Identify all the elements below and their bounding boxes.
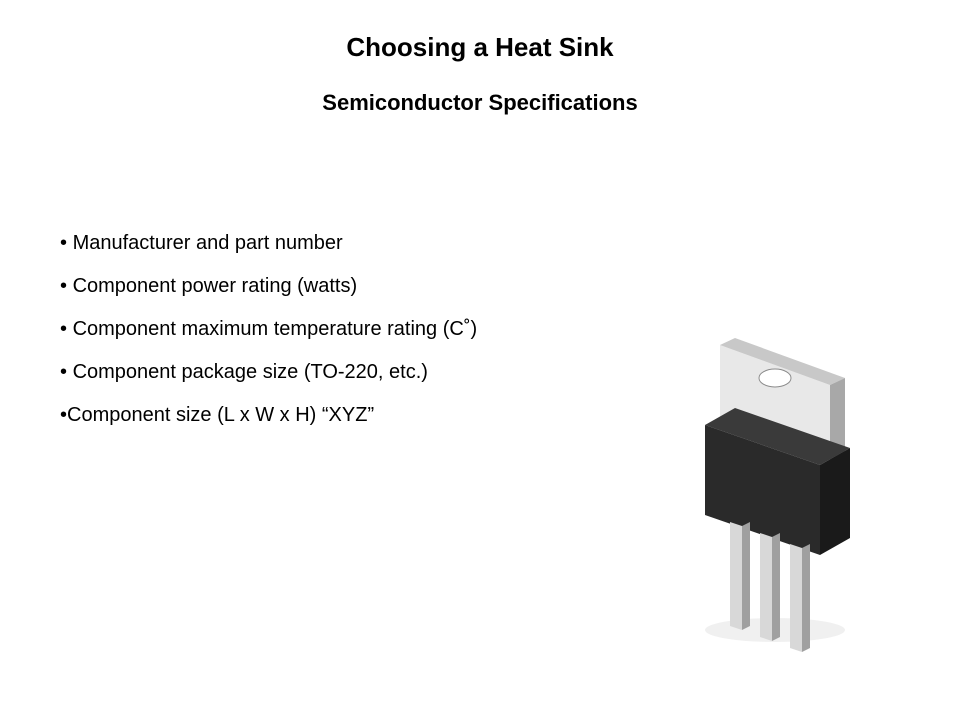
- bullet-item: Manufacturer and part number: [60, 230, 620, 257]
- to220-component-icon: [625, 330, 885, 660]
- page-subtitle: Semiconductor Specifications: [0, 90, 960, 116]
- bullet-item: Component package size (TO-220, etc.): [60, 359, 620, 386]
- bullet-item: Component power rating (watts): [60, 273, 620, 300]
- lead-side: [772, 533, 780, 641]
- bullet-ul: Manufacturer and part number Component p…: [60, 230, 620, 429]
- page-title: Choosing a Heat Sink: [0, 32, 960, 63]
- bullet-list: Manufacturer and part number Component p…: [60, 230, 620, 445]
- lead-side: [742, 522, 750, 630]
- lead-front: [730, 522, 742, 630]
- slide: Choosing a Heat Sink Semiconductor Speci…: [0, 0, 960, 720]
- lead-front: [760, 533, 772, 641]
- body-side: [820, 448, 850, 555]
- lead-side: [802, 544, 810, 652]
- bullet-item: Component size (L x W x H) “XYZ”: [60, 402, 620, 429]
- bullet-item: Component maximum temperature rating (C˚…: [60, 316, 620, 343]
- lead-front: [790, 544, 802, 652]
- mounting-hole: [759, 369, 791, 387]
